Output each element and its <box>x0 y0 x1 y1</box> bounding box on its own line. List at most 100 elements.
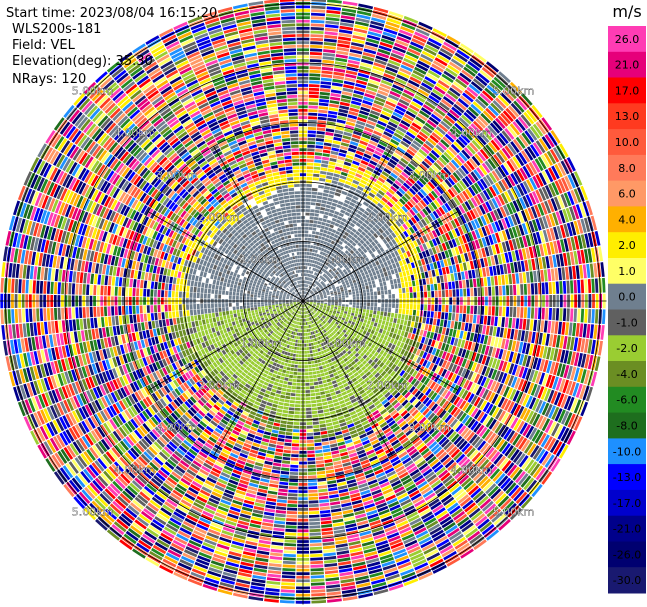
velocity-gate <box>305 277 308 280</box>
velocity-gate <box>391 215 398 222</box>
velocity-gate <box>422 104 434 113</box>
velocity-gate <box>360 250 365 256</box>
velocity-gate <box>449 87 461 97</box>
velocity-gate <box>359 140 368 146</box>
velocity-gate <box>325 128 335 133</box>
velocity-gate <box>400 185 408 192</box>
velocity-gate <box>397 313 402 319</box>
velocity-gate <box>379 282 383 287</box>
velocity-gate <box>322 252 326 256</box>
velocity-gate <box>318 284 322 288</box>
velocity-gate <box>388 275 393 280</box>
velocity-gate <box>306 259 309 263</box>
velocity-gate <box>434 85 446 95</box>
velocity-gate <box>390 269 395 275</box>
velocity-gate <box>392 111 403 119</box>
velocity-gate <box>354 260 359 265</box>
velocity-gate <box>307 336 310 340</box>
velocity-gate <box>488 286 492 296</box>
velocity-gate <box>372 271 377 276</box>
velocity-gate <box>412 69 425 78</box>
velocity-gate <box>315 148 323 153</box>
velocity-gate <box>436 276 441 283</box>
velocity-gate <box>489 326 494 336</box>
velocity-gate <box>370 220 376 226</box>
velocity-gate <box>410 274 415 281</box>
velocity-gate <box>319 506 330 511</box>
velocity-gate <box>345 121 356 127</box>
velocity-gate <box>316 131 325 135</box>
velocity-gate <box>460 133 471 144</box>
velocity-gate <box>325 262 329 266</box>
velocity-gate <box>541 117 553 131</box>
velocity-gate <box>330 206 336 211</box>
velocity-gate <box>420 53 434 63</box>
velocity-gate <box>509 306 513 317</box>
velocity-gate <box>340 388 346 393</box>
velocity-gate <box>426 169 435 178</box>
velocity-gate <box>322 149 331 154</box>
velocity-gate <box>380 307 384 312</box>
velocity-gate <box>315 456 324 461</box>
velocity-gate <box>400 157 409 165</box>
velocity-gate <box>566 280 570 294</box>
velocity-gate <box>459 288 463 297</box>
velocity-gate <box>345 304 349 307</box>
velocity-gate <box>307 262 310 266</box>
velocity-gate <box>304 361 308 365</box>
velocity-gate <box>326 271 330 276</box>
velocity-gate <box>312 414 318 418</box>
velocity-gate <box>339 175 347 180</box>
velocity-gate <box>406 211 413 219</box>
velocity-gate <box>527 307 531 319</box>
velocity-gate <box>310 19 325 24</box>
velocity-gate <box>349 222 355 228</box>
velocity-gate <box>485 325 490 335</box>
velocity-gate <box>382 76 394 84</box>
velocity-gate <box>316 467 325 471</box>
velocity-gate <box>318 413 325 417</box>
velocity-gate <box>501 147 511 159</box>
velocity-gate <box>477 151 487 162</box>
velocity-gate <box>315 460 324 464</box>
velocity-gate <box>334 386 340 391</box>
velocity-gate <box>351 262 356 267</box>
velocity-gate <box>310 202 316 206</box>
velocity-gate <box>384 181 392 188</box>
velocity-gate <box>397 102 408 110</box>
velocity-gate <box>309 223 313 227</box>
velocity-gate <box>327 480 337 485</box>
velocity-gate <box>395 288 399 294</box>
velocity-gate <box>339 245 344 250</box>
velocity-gate <box>509 158 519 170</box>
velocity-gate <box>333 402 340 407</box>
velocity-gate <box>310 34 324 38</box>
velocity-gate <box>554 268 559 281</box>
velocity-gate <box>417 113 428 122</box>
velocity-gate <box>497 166 506 178</box>
velocity-gate <box>306 187 312 191</box>
velocity-gate <box>335 122 345 128</box>
velocity-gate <box>314 213 319 217</box>
velocity-gate <box>361 213 368 219</box>
velocity-gate <box>372 314 376 319</box>
velocity-gate <box>396 278 401 284</box>
velocity-gate <box>394 283 398 289</box>
velocity-gate <box>357 117 367 123</box>
velocity-gate <box>406 148 416 157</box>
velocity-gate <box>330 270 334 274</box>
velocity-gate <box>303 311 304 315</box>
velocity-gate <box>448 161 457 171</box>
velocity-gate <box>310 30 324 34</box>
velocity-gate <box>330 508 342 513</box>
velocity-gate <box>314 152 323 156</box>
velocity-gate <box>352 252 357 257</box>
velocity-gate <box>398 123 409 131</box>
velocity-gate <box>306 347 310 350</box>
velocity-gate <box>367 255 373 260</box>
velocity-gate <box>319 232 323 236</box>
velocity-gate <box>314 385 319 389</box>
velocity-gate <box>330 443 338 448</box>
velocity-gate <box>349 259 354 264</box>
velocity-gate <box>331 180 338 185</box>
